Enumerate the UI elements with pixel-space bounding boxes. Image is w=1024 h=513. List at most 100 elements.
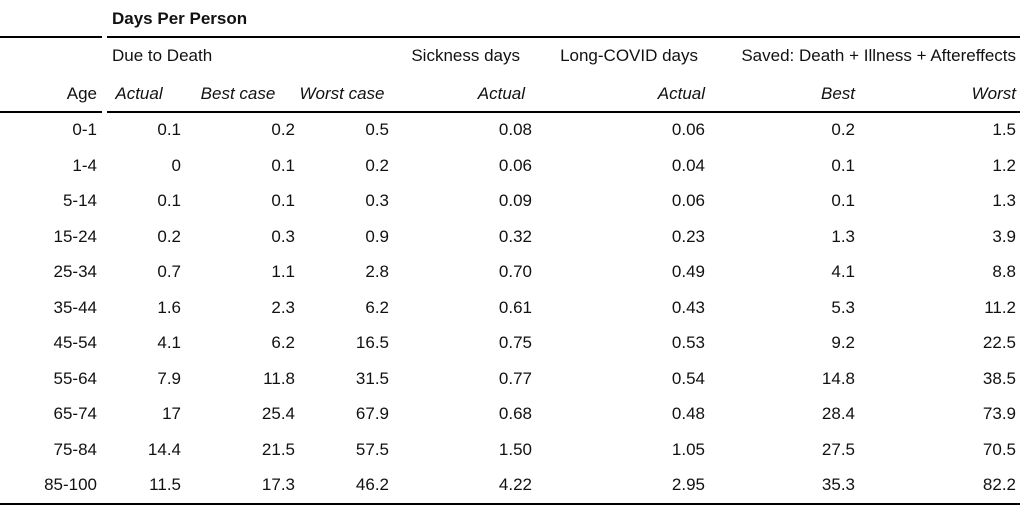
value-cell: 0.32 bbox=[498, 226, 533, 246]
value-cell: 22.5 bbox=[982, 333, 1017, 353]
value-cell: 0.08 bbox=[498, 120, 533, 140]
table-row: 55-64 7.9 11.8 31.5 0.77 0.54 14.8 38.5 bbox=[0, 361, 1017, 397]
group-spacer bbox=[0, 37, 97, 75]
table-row: 75-84 14.4 21.5 57.5 1.50 1.05 27.5 70.5 bbox=[0, 432, 1017, 468]
column-header-long-covid-actual: Actual bbox=[657, 83, 706, 103]
value-cell: 46.2 bbox=[355, 475, 390, 495]
value-cell: 73.9 bbox=[982, 404, 1017, 424]
age-cell: 65-74 bbox=[53, 404, 97, 424]
table-row: 0-1 0.1 0.2 0.5 0.08 0.06 0.2 1.5 bbox=[0, 113, 1016, 149]
header-rule-right-segment bbox=[106, 110, 1020, 113]
value-cell: 0.09 bbox=[498, 191, 533, 211]
value-cell: 0.3 bbox=[365, 191, 390, 211]
value-cell: 11.8 bbox=[263, 368, 295, 388]
value-cell: 0.04 bbox=[671, 155, 706, 175]
value-cell: 14.4 bbox=[147, 439, 181, 459]
value-cell: 27.5 bbox=[821, 439, 856, 459]
value-cell: 0.1 bbox=[157, 120, 181, 140]
value-cell: 0.1 bbox=[157, 191, 181, 211]
column-group-sickness-days: Sickness days bbox=[411, 46, 521, 65]
value-cell: 17.3 bbox=[261, 475, 295, 495]
value-cell: 70.5 bbox=[982, 439, 1017, 459]
value-cell: 25.4 bbox=[261, 404, 295, 424]
value-cell: 4.1 bbox=[157, 333, 181, 353]
value-cell: 5.3 bbox=[831, 297, 856, 317]
table-title: Days Per Person bbox=[112, 9, 248, 28]
value-cell: 1.50 bbox=[498, 439, 533, 459]
age-cell: 45-54 bbox=[53, 333, 97, 353]
value-cell: 0.1 bbox=[831, 155, 856, 175]
value-cell: 17 bbox=[162, 404, 181, 424]
age-cell: 0-1 bbox=[72, 120, 97, 140]
value-cell: 11.2 bbox=[984, 297, 1017, 317]
days-per-person-table: Due to Death Sickness days Long-COVID da… bbox=[0, 37, 1016, 503]
age-cell: 1-4 bbox=[72, 155, 97, 175]
value-cell: 0.06 bbox=[671, 191, 706, 211]
value-cell: 0.43 bbox=[671, 297, 706, 317]
value-cell: 0.06 bbox=[498, 155, 533, 175]
column-header-sickness-actual: Actual bbox=[477, 83, 526, 103]
value-cell: 1.3 bbox=[992, 191, 1017, 211]
value-cell: 0.70 bbox=[498, 262, 533, 282]
value-cell: 8.8 bbox=[992, 262, 1017, 282]
value-cell: 3.9 bbox=[992, 226, 1017, 246]
column-group-due-to-death: Due to Death bbox=[112, 46, 213, 65]
value-cell: 57.5 bbox=[355, 439, 390, 459]
column-group-long-covid-days: Long-COVID days bbox=[560, 46, 699, 65]
table-row: 5-14 0.1 0.1 0.3 0.09 0.06 0.1 1.3 bbox=[0, 184, 1016, 220]
value-cell: 38.5 bbox=[982, 368, 1017, 388]
top-rule-right-segment bbox=[106, 35, 1020, 38]
table-row: 45-54 4.1 6.2 16.5 0.75 0.53 9.2 22.5 bbox=[0, 326, 1017, 362]
table-body: 0-1 0.1 0.2 0.5 0.08 0.06 0.2 1.5 1-4 0 0.1 0.2 0.06… bbox=[0, 113, 1016, 504]
column-header-death-actual: Actual bbox=[115, 83, 163, 103]
age-cell: 85-100 bbox=[44, 475, 97, 495]
value-cell: 82.2 bbox=[982, 475, 1017, 495]
value-cell: 0.48 bbox=[671, 404, 706, 424]
value-cell: 0.2 bbox=[157, 226, 181, 246]
value-cell: 0.61 bbox=[498, 297, 533, 317]
table-row: 15-24 0.2 0.3 0.9 0.32 0.23 1.3 3.9 bbox=[0, 219, 1017, 255]
value-cell: 6.2 bbox=[365, 297, 390, 317]
age-cell: 5-14 bbox=[62, 191, 97, 211]
column-header-saved-worst: Worst bbox=[971, 83, 1017, 103]
value-cell: 0.1 bbox=[831, 191, 856, 211]
value-cell: 0.23 bbox=[671, 226, 706, 246]
bottom-rule bbox=[0, 502, 1020, 505]
value-cell: 0.77 bbox=[498, 368, 533, 388]
value-cell: 1.2 bbox=[992, 155, 1017, 175]
age-cell: 35-44 bbox=[53, 297, 97, 317]
value-cell: 7.9 bbox=[157, 368, 181, 388]
value-cell: 35.3 bbox=[821, 475, 856, 495]
table-row: 65-74 17 25.4 67.9 0.68 0.48 28.4 73.9 bbox=[0, 397, 1017, 433]
value-cell: 11.5 bbox=[149, 475, 181, 495]
value-cell: 0.68 bbox=[498, 404, 533, 424]
table-header: Due to Death Sickness days Long-COVID da… bbox=[0, 37, 1016, 113]
column-header-saved-best: Best bbox=[820, 83, 856, 103]
value-cell: 21.5 bbox=[261, 439, 295, 459]
table-row: 1-4 0 0.1 0.2 0.06 0.04 0.1 1.2 bbox=[0, 148, 1016, 184]
age-cell: 75-84 bbox=[53, 439, 97, 459]
value-cell: 28.4 bbox=[821, 404, 856, 424]
column-group-saved: Saved: Death + Illness + Aftereffects bbox=[741, 46, 1017, 65]
column-header-death-worst-case: Worst case bbox=[299, 83, 385, 103]
value-cell: 67.9 bbox=[355, 404, 390, 424]
value-cell: 0.9 bbox=[365, 226, 390, 246]
value-cell: 1.05 bbox=[671, 439, 706, 459]
value-cell: 0.2 bbox=[271, 120, 295, 140]
value-cell: 0.2 bbox=[831, 120, 856, 140]
age-cell: 15-24 bbox=[53, 226, 97, 246]
value-cell: 0.1 bbox=[271, 191, 295, 211]
column-header-death-best-case: Best case bbox=[200, 83, 276, 103]
value-cell: 1.6 bbox=[157, 297, 181, 317]
table-row: 85-100 11.5 17.3 46.2 4.22 2.95 35.3 82.2 bbox=[0, 468, 1016, 504]
value-cell: 14.8 bbox=[821, 368, 856, 388]
column-header-row: Age Actual Best case Worst case Actual A… bbox=[0, 75, 1016, 113]
value-cell: 0.1 bbox=[271, 155, 295, 175]
value-cell: 4.1 bbox=[831, 262, 856, 282]
value-cell: 0.75 bbox=[498, 333, 533, 353]
value-cell: 6.2 bbox=[271, 333, 295, 353]
value-cell: 2.3 bbox=[271, 297, 295, 317]
table-row: 25-34 0.7 1.1 2.8 0.70 0.49 4.1 8.8 bbox=[0, 255, 1017, 291]
value-cell: 0.7 bbox=[157, 262, 181, 282]
